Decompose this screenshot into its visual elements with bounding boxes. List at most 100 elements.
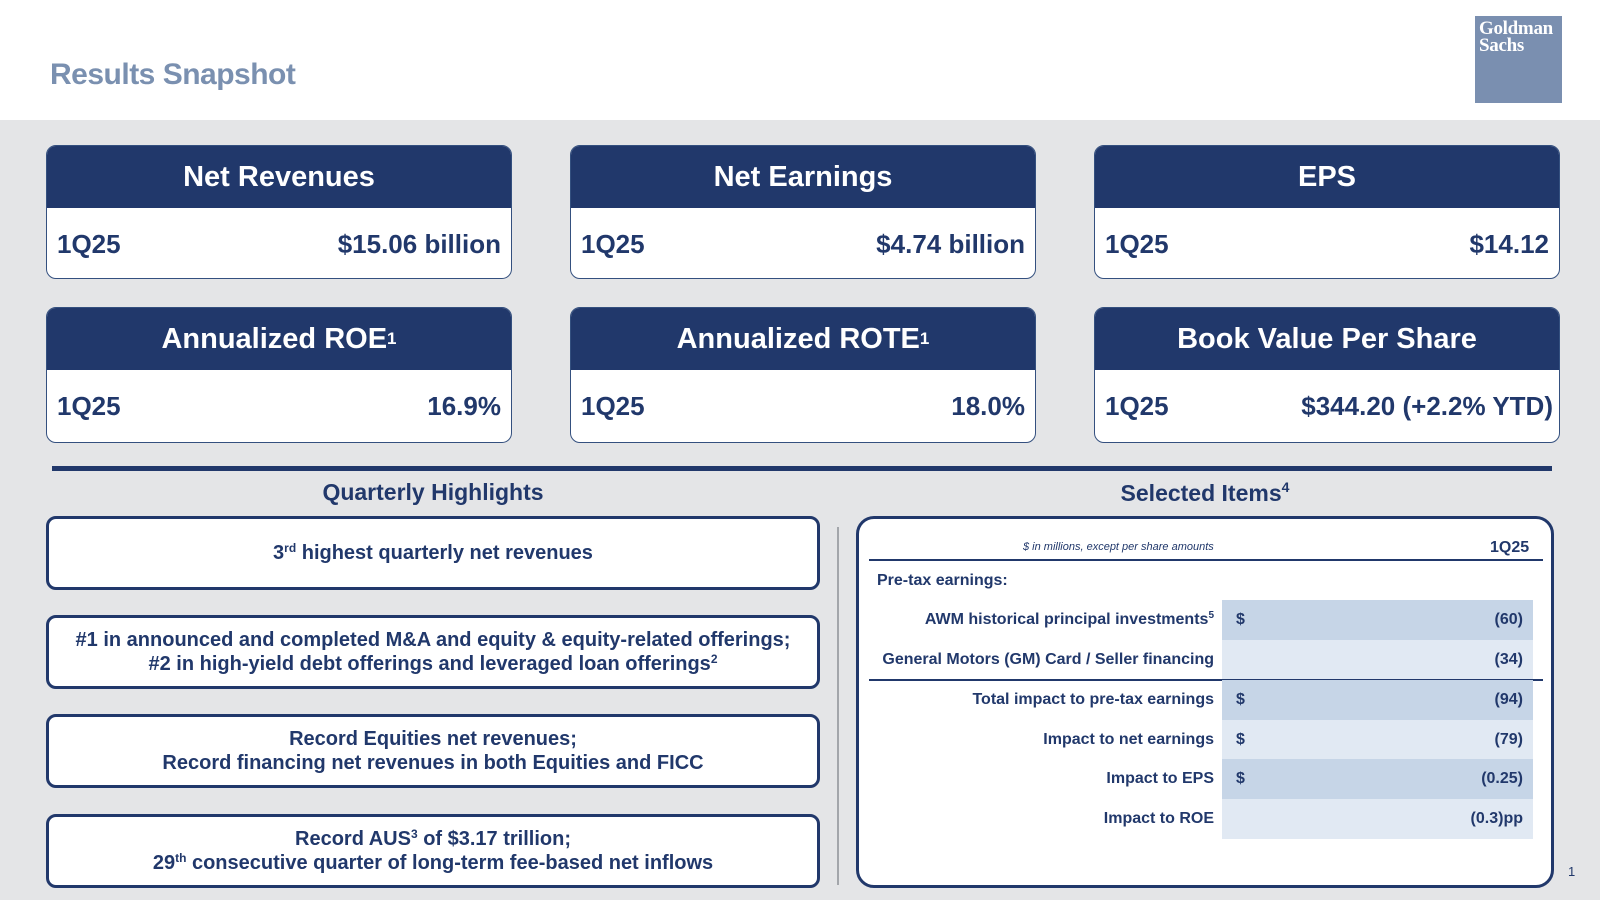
pretax-earnings-label: Pre-tax earnings:: [877, 572, 1008, 589]
row-value-cell: $ (0.25): [1222, 759, 1533, 799]
card-title-text: Book Value Per Share: [1177, 322, 1477, 355]
highlight-item: Record Equities net revenues; Record fin…: [46, 714, 820, 788]
table-row: AWM historical principal investments5 $ …: [869, 600, 1543, 640]
row-label-text: Impact to EPS: [1106, 770, 1214, 787]
row-value-cell: $ (79): [1222, 720, 1533, 760]
ordinal-suffix: th: [175, 851, 187, 865]
table-row: Total impact to pre-tax earnings $ (94): [869, 680, 1543, 720]
kpi-card-book-value-per-share: Book Value Per Share 1Q25 $344.20 (+2.2%…: [1094, 307, 1560, 443]
highlight-item: Record AUS3 of $3.17 trillion; 29th cons…: [46, 814, 820, 888]
kpi-card-eps: EPS 1Q25 $14.12: [1094, 145, 1560, 279]
row-label-text: Impact to net earnings: [1043, 731, 1214, 748]
column-header-1q25: 1Q25: [1490, 539, 1530, 556]
card-title: Book Value Per Share: [1095, 308, 1559, 370]
card-value: 16.9%: [427, 390, 501, 421]
selected-items-title: Selected Items4: [856, 480, 1554, 507]
row-label: Total impact to pre-tax earnings: [869, 691, 1222, 709]
kpi-card-net-earnings: Net Earnings 1Q25 $4.74 billion: [570, 145, 1036, 279]
card-value: $14.12: [1469, 228, 1549, 259]
card-title: Annualized ROE 1: [47, 308, 511, 370]
footnote-marker: 5: [1208, 610, 1214, 621]
highlight-line: #2 in high-yield debt offerings and leve…: [149, 652, 718, 676]
table-row: Impact to net earnings $ (79): [869, 720, 1543, 760]
card-value: $15.06 billion: [337, 228, 501, 259]
row-value-cell: $ (94): [1222, 680, 1533, 720]
card-value: $344.20 (+2.2% YTD): [1301, 390, 1553, 421]
card-title-text: Annualized ROTE: [676, 322, 920, 355]
card-title-text: EPS: [1297, 160, 1357, 193]
highlight-line: Record financing net revenues in both Eq…: [162, 752, 704, 774]
highlight-item: 3rd highest quarterly net revenues: [46, 516, 820, 590]
card-value: 18.0%: [951, 390, 1025, 421]
row-value: (79): [1494, 731, 1523, 748]
highlight-line: 29th consecutive quarter of long-term fe…: [153, 851, 713, 875]
footnote-marker: 2: [710, 652, 718, 666]
card-body: 1Q25 $14.12: [1095, 208, 1559, 278]
currency-symbol: $: [1236, 611, 1245, 628]
page-title: Results Snapshot: [50, 58, 296, 91]
currency-symbol: $: [1236, 691, 1245, 708]
highlight-line: #1 in announced and completed M&A and eq…: [75, 629, 791, 651]
footnote-marker: 3: [410, 827, 418, 841]
card-period: 1Q25: [1105, 228, 1169, 259]
card-period: 1Q25: [581, 228, 645, 259]
ordinal-suffix: rd: [284, 541, 297, 555]
card-title-text: Net Revenues: [183, 160, 375, 193]
row-label: AWM historical principal investments5: [869, 611, 1222, 629]
highlight-line: Record AUS3 of $3.17 trillion;: [295, 827, 571, 851]
logo-line-2: Sachs: [1479, 35, 1524, 56]
row-value: (0.25): [1481, 770, 1523, 787]
units-note: $ in millions, except per share amounts: [1023, 541, 1214, 553]
table-row: General Motors (GM) Card / Seller financ…: [869, 640, 1543, 680]
highlight-text: Record AUS: [295, 828, 411, 850]
currency-symbol: $: [1236, 770, 1245, 787]
card-title: EPS: [1095, 146, 1559, 208]
row-value: (34): [1494, 651, 1523, 668]
card-period: 1Q25: [57, 228, 121, 259]
currency-symbol: $: [1236, 731, 1245, 748]
row-value: (0.3)pp: [1470, 810, 1523, 827]
row-value: (94): [1494, 691, 1523, 708]
card-value: $4.74 billion: [876, 228, 1025, 259]
card-body: 1Q25 $4.74 billion: [571, 208, 1035, 278]
row-label-text: General Motors (GM) Card / Seller financ…: [882, 651, 1214, 668]
header-rule: [869, 559, 1543, 561]
row-value-cell: (0.3)pp: [1222, 799, 1533, 839]
card-period: 1Q25: [581, 390, 645, 421]
selected-items-title-text: Selected Items: [1120, 480, 1282, 506]
row-value-cell: $ (60): [1222, 600, 1533, 640]
quarterly-highlights-title: Quarterly Highlights: [46, 479, 820, 506]
card-period: 1Q25: [57, 390, 121, 421]
card-body: 1Q25 16.9%: [47, 370, 511, 442]
table-row: Impact to ROE (0.3)pp: [869, 799, 1543, 839]
card-body: 1Q25 $344.20 (+2.2% YTD): [1095, 370, 1559, 442]
card-title-text: Net Earnings: [713, 160, 893, 193]
row-label-text: AWM historical principal investments: [924, 611, 1209, 628]
row-label-text: Total impact to pre-tax earnings: [972, 691, 1214, 708]
highlight-line: 3rd highest quarterly net revenues: [273, 541, 593, 565]
row-value: (60): [1494, 611, 1523, 628]
card-title-text: Annualized ROE: [161, 322, 388, 355]
card-title: Annualized ROTE 1: [571, 308, 1035, 370]
highlight-line: Record Equities net revenues;: [289, 728, 577, 750]
section-divider: [52, 466, 1552, 471]
card-title: Net Earnings: [571, 146, 1035, 208]
highlight-text: of $3.17 trillion;: [417, 828, 571, 850]
page-number: 1: [1568, 864, 1576, 879]
kpi-card-net-revenues: Net Revenues 1Q25 $15.06 billion: [46, 145, 512, 279]
highlight-text: #2 in high-yield debt offerings and leve…: [148, 653, 711, 675]
row-label: Impact to ROE: [869, 810, 1222, 828]
slide-header: Results Snapshot Goldman Sachs: [0, 0, 1600, 120]
footnote-marker: 4: [1281, 479, 1290, 495]
column-separator: [837, 527, 839, 885]
row-label: Impact to net earnings: [869, 731, 1222, 749]
subtotal-rule: [869, 679, 1543, 681]
card-body: 1Q25 18.0%: [571, 370, 1035, 442]
kpi-card-annualized-roe: Annualized ROE 1 1Q25 16.9%: [46, 307, 512, 443]
kpi-card-annualized-rote: Annualized ROTE 1 1Q25 18.0%: [570, 307, 1036, 443]
quarterly-highlights-title-text: Quarterly Highlights: [322, 479, 544, 505]
highlight-text: highest quarterly net revenues: [296, 542, 593, 564]
row-label: General Motors (GM) Card / Seller financ…: [869, 651, 1222, 669]
row-label-text: Impact to ROE: [1103, 810, 1214, 827]
card-period: 1Q25: [1105, 390, 1169, 421]
